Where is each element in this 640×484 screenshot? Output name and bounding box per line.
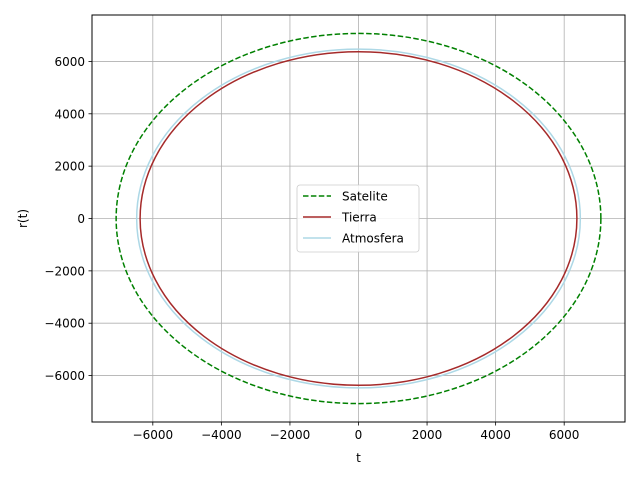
x-tick-label-4: 2000 <box>412 428 443 442</box>
x-tick-label-2: −2000 <box>270 428 311 442</box>
series-atmosfera-curve <box>135 48 582 389</box>
y-tick-label-3: 0 <box>77 212 85 226</box>
y-axis-label: r(t) <box>16 209 30 228</box>
y-tick-label-5: 4000 <box>54 107 85 121</box>
series-tierra-curve <box>139 50 578 387</box>
series-satelite-curve <box>115 32 602 405</box>
y-tick-label-2: −2000 <box>44 264 85 278</box>
legend-label-tierra: Tierra <box>341 211 377 225</box>
legend-box <box>296 184 420 253</box>
x-tick-label-0: −6000 <box>133 428 174 442</box>
series-layer <box>115 32 602 405</box>
legend-label-satelite: Satelite <box>342 190 388 204</box>
y-tick-label-6: 6000 <box>54 55 85 69</box>
x-tick-label-3: 0 <box>355 428 363 442</box>
x-tick-label-1: −4000 <box>201 428 242 442</box>
tick-layer: −6000 −4000 −2000 0 2000 4000 6000 −6000 −4000 −2… <box>44 55 579 442</box>
y-tick-label-1: −4000 <box>44 317 85 331</box>
x-axis-label: t <box>356 451 361 465</box>
x-tick-label-5: 4000 <box>480 428 511 442</box>
x-tick-label-6: 6000 <box>549 428 580 442</box>
legend: Satelite Tierra Atmosfera <box>296 184 420 253</box>
y-tick-label-4: 2000 <box>54 160 85 174</box>
y-tick-label-0: −6000 <box>44 369 85 383</box>
grid-layer <box>92 15 625 422</box>
legend-label-atmosfera: Atmosfera <box>342 232 404 246</box>
